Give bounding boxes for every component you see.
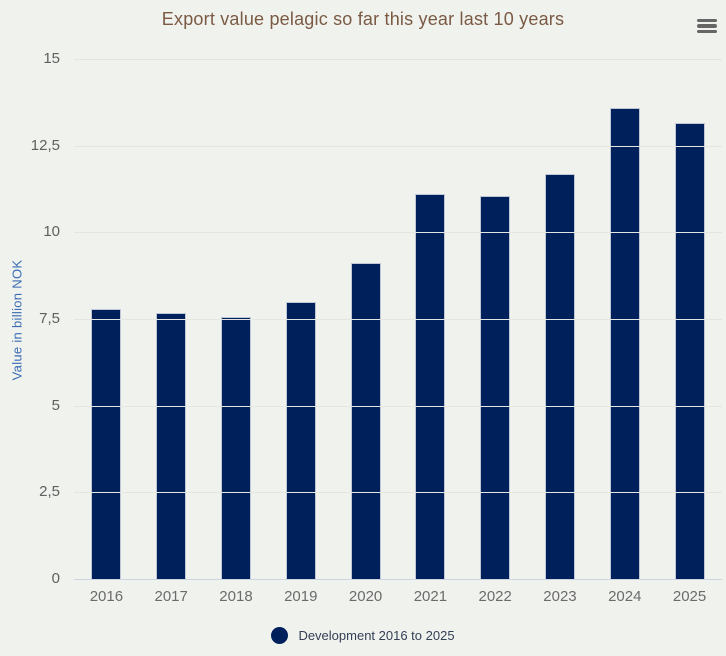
bar-2016[interactable] xyxy=(91,309,122,579)
gridline-5 xyxy=(74,405,722,407)
x-axis-tick-labels: 2016 2017 2018 2019 2020 2021 2022 2023 2024 2025 xyxy=(74,588,722,605)
y-tick-label-10: 10 xyxy=(43,223,60,241)
y-tick-label-2,5: 2,5 xyxy=(39,483,60,501)
gridline-7,5 xyxy=(74,319,722,320)
bar-2020[interactable] xyxy=(350,262,381,579)
y-tick-label-15: 15 xyxy=(43,50,60,67)
gridline-10 xyxy=(74,232,722,234)
bar-2019[interactable] xyxy=(285,301,316,579)
y-tick-label-5: 5 xyxy=(51,396,60,414)
y-tick-label-12,5: 12,5 xyxy=(30,136,60,154)
chart-context-menu-button[interactable] xyxy=(694,14,720,38)
bar-column-2018 xyxy=(204,59,269,579)
x-tick-label-2017: 2017 xyxy=(154,588,188,605)
hamburger-menu-icon xyxy=(697,29,717,34)
bar-2023[interactable] xyxy=(544,174,575,579)
legend-series-label: Development 2016 to 2025 xyxy=(298,628,455,643)
gridline-15 xyxy=(74,59,722,60)
bar-2021[interactable] xyxy=(415,194,446,579)
x-tick-label-2025: 2025 xyxy=(672,588,707,605)
gridline-2,5 xyxy=(74,492,722,494)
x-tick-label-2016: 2016 xyxy=(89,588,124,605)
y-axis-tick-labels: 0 2,5 5 7,5 10 12,5 15 xyxy=(0,50,62,587)
bar-column-2022 xyxy=(463,59,528,579)
bar-2024[interactable] xyxy=(609,107,640,579)
bars-container xyxy=(74,59,722,579)
x-tick-label-2023: 2023 xyxy=(543,588,577,605)
legend-item[interactable]: Development 2016 to 2025 xyxy=(0,627,726,644)
hamburger-menu-icon xyxy=(697,18,717,23)
x-tick-label-2022: 2022 xyxy=(478,588,512,605)
bar-column-2019 xyxy=(268,59,333,579)
y-tick-label-0: 0 xyxy=(51,570,60,587)
hamburger-menu-icon xyxy=(697,24,717,28)
bar-column-2023 xyxy=(528,59,593,579)
plot-area xyxy=(74,59,722,580)
bar-column-2021 xyxy=(398,59,463,579)
chart-title: Export value pelagic so far this year la… xyxy=(161,9,565,29)
bar-column-2024 xyxy=(592,59,657,579)
legend-series-marker-icon xyxy=(271,627,289,644)
bar-column-2016 xyxy=(74,59,139,579)
x-tick-label-2019: 2019 xyxy=(284,588,318,605)
bar-2022[interactable] xyxy=(480,195,511,579)
bar-column-2025 xyxy=(657,59,722,579)
bar-2018[interactable] xyxy=(220,317,251,579)
bar-2017[interactable] xyxy=(156,313,187,579)
x-tick-label-2024: 2024 xyxy=(608,588,642,605)
bar-column-2020 xyxy=(333,59,398,579)
x-tick-label-2020: 2020 xyxy=(348,588,383,605)
bar-column-2017 xyxy=(139,59,204,579)
y-tick-label-7,5: 7,5 xyxy=(39,310,60,327)
bar-2025[interactable] xyxy=(674,123,705,579)
gridline-12,5 xyxy=(74,145,722,147)
x-tick-label-2021: 2021 xyxy=(413,588,448,605)
x-tick-label-2018: 2018 xyxy=(219,588,253,605)
